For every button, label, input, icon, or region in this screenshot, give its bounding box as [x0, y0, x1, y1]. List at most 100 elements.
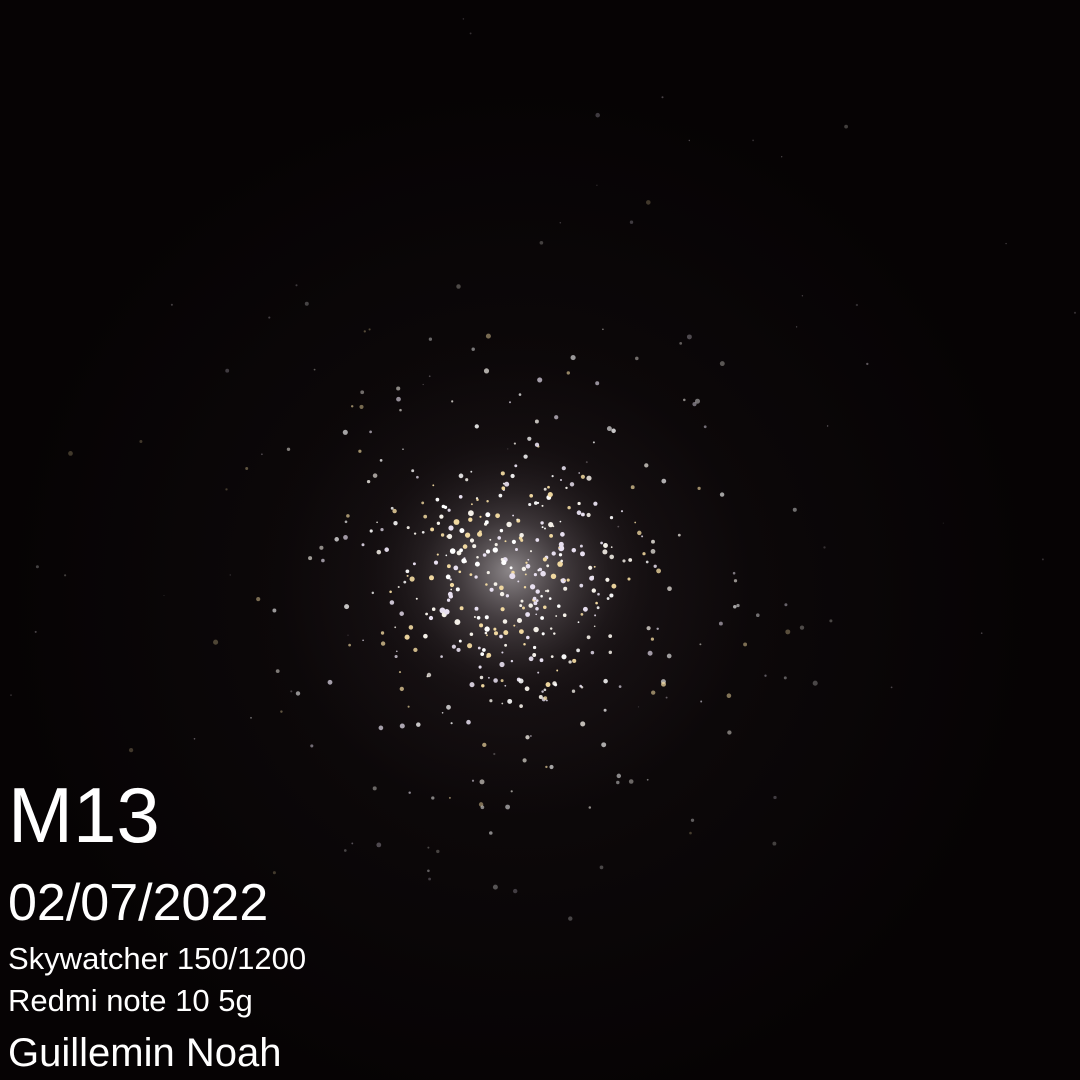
cluster-star: [445, 574, 451, 580]
cluster-star: [783, 676, 787, 680]
cluster-star: [482, 742, 487, 748]
cluster-star: [396, 386, 401, 391]
cluster-star: [661, 681, 666, 687]
cluster-star: [519, 629, 524, 634]
cluster-star: [428, 615, 434, 621]
cluster-star: [535, 613, 538, 616]
cluster-star: [350, 405, 354, 408]
cluster-star: [494, 543, 498, 547]
cluster-star: [396, 396, 401, 402]
cluster-star: [549, 627, 553, 630]
field-star: [193, 737, 196, 740]
cluster-star: [327, 679, 333, 685]
cluster-star: [403, 580, 407, 584]
field-star: [617, 525, 620, 528]
cluster-star: [451, 400, 454, 403]
cluster-star: [683, 398, 686, 402]
cluster-star: [591, 588, 596, 593]
cluster-star: [533, 573, 537, 577]
cluster-star: [586, 512, 591, 518]
cluster-star: [509, 573, 516, 580]
cluster-star: [459, 528, 465, 534]
cluster-star: [439, 514, 444, 519]
cluster-star: [541, 690, 544, 693]
cluster-star: [35, 565, 39, 569]
cluster-star: [634, 521, 637, 524]
cluster-star: [64, 574, 67, 577]
cluster-star: [543, 487, 547, 491]
cluster-star: [535, 538, 540, 542]
cluster-star: [513, 442, 516, 445]
field-star: [826, 425, 829, 427]
cluster-star: [519, 532, 524, 538]
cluster-star: [128, 747, 134, 753]
cluster-star: [512, 514, 515, 517]
field-star: [290, 690, 293, 693]
cluster-star: [595, 112, 600, 118]
cluster-star: [528, 603, 533, 608]
field-star: [781, 156, 783, 158]
cluster-star: [413, 532, 417, 535]
cluster-star: [527, 558, 530, 561]
author-name: Guillemin Noah: [8, 1031, 282, 1075]
cluster-star: [560, 479, 562, 481]
cluster-star: [695, 398, 700, 404]
cluster-star: [409, 576, 415, 582]
field-star: [10, 694, 12, 696]
cluster-star: [489, 831, 493, 835]
cluster-star: [428, 877, 432, 881]
cluster-star: [603, 543, 608, 548]
cluster-star: [829, 619, 833, 623]
cluster-star: [440, 655, 443, 658]
cluster-star: [453, 519, 460, 525]
cluster-star: [68, 451, 73, 456]
cluster-star: [560, 532, 565, 537]
cluster-star: [405, 569, 410, 574]
cluster-star: [525, 735, 530, 740]
cluster-star: [506, 521, 512, 528]
cluster-star: [139, 440, 143, 443]
cluster-star: [486, 499, 489, 503]
cluster-star: [644, 463, 649, 468]
cluster-star: [486, 655, 489, 659]
cluster-star: [597, 592, 600, 596]
cluster-star: [505, 594, 510, 598]
cluster-star: [399, 408, 402, 412]
cluster-star: [549, 534, 553, 538]
cluster-star: [647, 650, 653, 656]
cluster-star: [456, 284, 461, 289]
cluster-star: [416, 722, 421, 727]
cluster-star: [537, 671, 540, 674]
cluster-star: [601, 742, 607, 748]
cluster-star: [507, 698, 513, 704]
cluster-star: [563, 586, 568, 591]
cluster-star: [256, 597, 261, 602]
cluster-star: [480, 652, 485, 656]
cluster-star: [501, 486, 506, 491]
cluster-star: [466, 719, 471, 725]
cluster-star: [399, 611, 404, 616]
cluster-star: [495, 513, 500, 519]
cluster-star: [548, 522, 554, 528]
cluster-star: [342, 429, 348, 435]
cluster-star: [389, 590, 392, 594]
cluster-star: [393, 521, 398, 526]
field-star: [163, 594, 165, 597]
cluster-star: [541, 526, 544, 529]
cluster-star: [502, 619, 508, 624]
field-star: [866, 362, 869, 366]
cluster-star: [479, 779, 485, 785]
cluster-star: [544, 527, 546, 530]
cluster-star: [578, 472, 581, 474]
cluster-star: [727, 730, 732, 735]
cluster-star: [560, 578, 566, 584]
cluster-star: [600, 541, 603, 545]
cluster-star: [406, 526, 410, 530]
cluster-star: [611, 428, 616, 434]
cluster-star: [593, 625, 596, 628]
cluster-star: [451, 644, 456, 649]
cluster-star: [445, 554, 448, 557]
cluster-star: [395, 650, 398, 653]
cluster-star: [450, 722, 453, 725]
